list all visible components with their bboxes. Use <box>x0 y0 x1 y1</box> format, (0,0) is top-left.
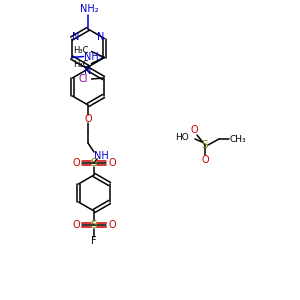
Text: HO: HO <box>175 133 189 142</box>
Text: O: O <box>84 114 92 124</box>
Text: S: S <box>202 140 208 150</box>
Text: NH₂: NH₂ <box>80 4 98 14</box>
Text: N: N <box>84 66 92 76</box>
Text: N: N <box>97 32 104 43</box>
Text: CH₃: CH₃ <box>230 134 246 143</box>
Text: S: S <box>91 220 97 230</box>
Text: O: O <box>201 155 209 165</box>
Text: O: O <box>108 158 116 168</box>
Text: NH: NH <box>94 151 108 161</box>
Text: H₃C: H₃C <box>73 46 88 55</box>
Text: F: F <box>91 236 97 246</box>
Text: Cl: Cl <box>79 74 88 84</box>
Text: NH₂: NH₂ <box>84 52 103 61</box>
Text: O: O <box>72 220 80 230</box>
Text: H₃C: H₃C <box>73 60 88 69</box>
Text: S: S <box>91 158 97 168</box>
Text: O: O <box>108 220 116 230</box>
Text: N: N <box>72 32 79 43</box>
Text: O: O <box>72 158 80 168</box>
Text: O: O <box>190 125 198 135</box>
